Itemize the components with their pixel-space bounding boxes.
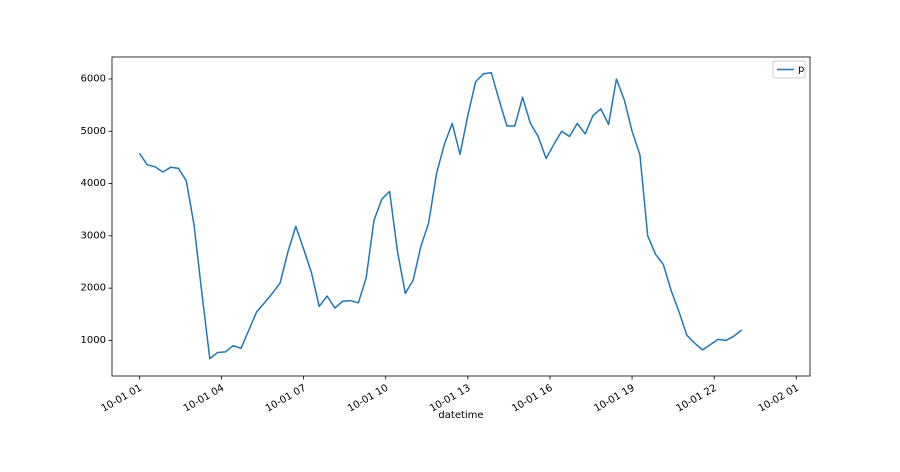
plot-frame [111,56,811,377]
x-tick-label: 10-01 16 [510,383,554,415]
x-tick-label: 10-01 19 [592,383,636,415]
x-axis-ticks: 10-01 01 10-01 04 10-01 07 10-01 10 10-01 13… [100,376,801,415]
y-tick-label: 3000 [81,230,106,241]
series-layer [138,71,743,360]
x-tick-label: 10-01 07 [264,383,308,415]
x-tick-label: 10-01 01 [100,383,144,415]
x-axis-title: datetime [438,410,483,421]
y-tick-label: 1000 [81,335,106,346]
x-tick-label: 10-01 10 [346,383,390,415]
x-tick-label: 10-01 22 [674,383,718,415]
y-axis-ticks: 1000 2000 3000 4000 5000 6000 [81,73,112,346]
y-tick-label: 5000 [81,126,106,137]
plot-area [112,57,810,376]
y-tick-label: 4000 [81,178,106,189]
legend-label: p [798,64,804,75]
legend: p [772,60,806,79]
y-tick-label: 2000 [81,283,106,294]
y-tick-label: 6000 [81,73,106,84]
series-line-p [138,71,743,360]
x-tick-label: 10-01 04 [182,383,226,415]
x-tick-label: 10-02 01 [757,383,801,415]
